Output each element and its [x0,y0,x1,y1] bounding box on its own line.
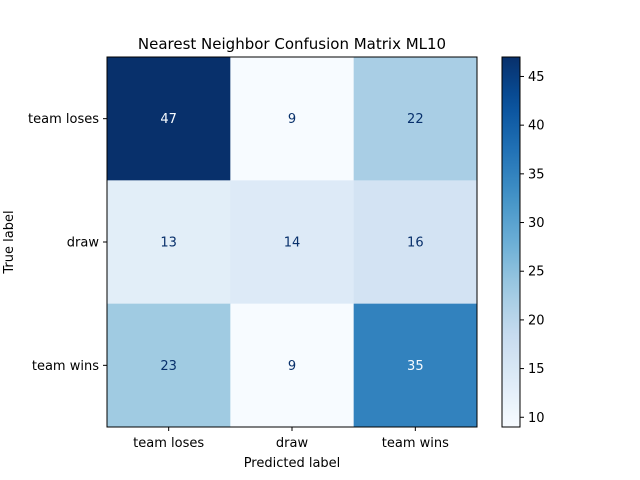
cell-value-r1-c1: 14 [284,236,301,251]
matrix-cells [107,57,478,428]
colorbar-tick-label: 10 [528,411,545,426]
y-tick-label: draw [67,236,100,251]
cell-value-r1-c0: 13 [160,236,177,251]
matrix-cell-r2-c0 [107,303,231,428]
matrix-cell-labels: 47 9 22 13 14 16 23 9 35 [160,112,423,374]
y-tick-label: team loses [28,112,99,127]
matrix-cell-r0-c1 [230,57,355,181]
x-tick-label: team loses [133,436,204,451]
y-axis-label: True label [2,210,17,274]
x-axis-ticks: team loses draw team wins [133,427,449,451]
y-tick-label: team wins [32,359,99,374]
cell-value-r0-c0: 47 [160,112,177,127]
colorbar-tick-label: 15 [528,362,545,377]
y-axis-ticks: team loses draw team wins [28,112,107,374]
x-axis-label: Predicted label [244,456,341,471]
cell-value-r1-c2: 16 [407,236,424,251]
colorbar-tick-label: 20 [528,313,545,328]
cell-value-r2-c1: 9 [288,359,296,374]
matrix-cell-r1-c1 [230,180,355,305]
colorbar-tick-label: 45 [528,70,545,85]
cell-value-r2-c2: 35 [407,359,424,374]
colorbar-tick-label: 40 [528,119,545,134]
matrix-cell-r1-c2 [353,180,478,305]
colorbar-tick-label: 30 [528,216,545,231]
colorbar-tick-label: 35 [528,167,545,182]
matrix-cell-r2-c2 [353,303,478,428]
matrix-cell-r2-c1 [230,303,355,428]
matrix-cell-r0-c0 [107,57,231,181]
cell-value-r0-c2: 22 [407,112,424,127]
matrix-cell-r0-c2 [353,57,478,181]
cell-value-r0-c1: 9 [288,112,296,127]
colorbar [501,56,521,428]
x-tick-label: team wins [382,436,449,451]
colorbar-tick-label: 25 [528,265,545,280]
matrix-cell-r1-c0 [107,180,231,305]
x-tick-label: draw [276,436,309,451]
colorbar-ticks: 10 15 20 25 30 35 40 45 [520,70,545,426]
cell-value-r2-c0: 23 [160,359,177,374]
chart-title: Nearest Neighbor Confusion Matrix ML10 [138,35,446,53]
